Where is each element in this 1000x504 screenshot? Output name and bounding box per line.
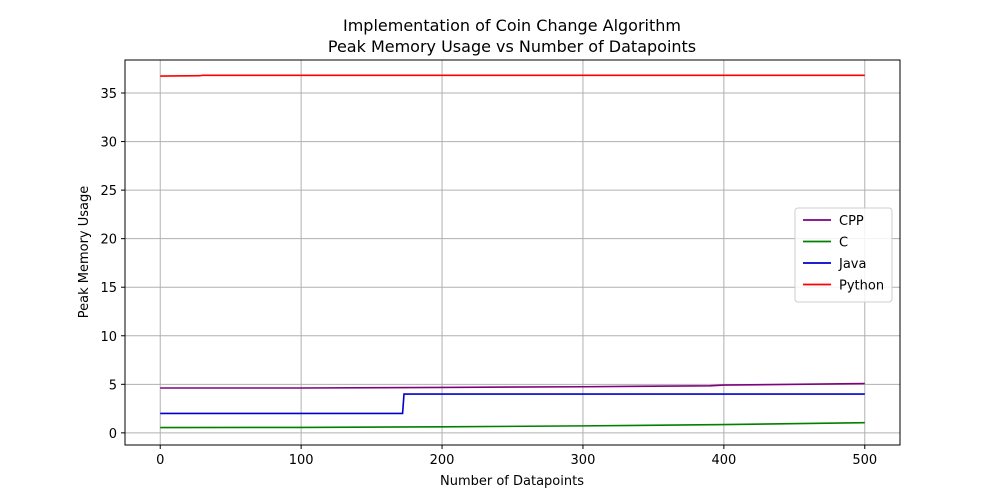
y-tick-label: 15: [100, 281, 117, 296]
series-line-c: [160, 421, 865, 429]
legend-box: [794, 207, 893, 303]
y-tick-label: 5: [109, 378, 117, 393]
legend-label-java: Java: [838, 257, 866, 272]
x-tick-label: 500: [852, 453, 877, 468]
legend: CPP C Java Python: [794, 207, 893, 303]
series-line-java: [160, 393, 865, 415]
x-tick-label: 400: [711, 453, 736, 468]
x-axis-label: Number of Datapoints: [440, 474, 584, 489]
chart-subtitle: Peak Memory Usage vs Number of Datapoint…: [328, 37, 696, 56]
y-tick-label: 20: [100, 233, 117, 248]
x-tick-label: 300: [571, 453, 596, 468]
legend-label-c: C: [839, 236, 848, 251]
x-tick-label: 100: [289, 453, 314, 468]
y-tick-label: 30: [100, 136, 117, 151]
grid: [125, 60, 900, 445]
chart-title: Implementation of Coin Change Algorithm: [343, 16, 681, 35]
axis-ticks: 0 100 200 300 400 500 0 5 10 15 20 25 30 35: [100, 87, 877, 468]
y-tick-label: 25: [100, 184, 117, 199]
series-lines: [160, 74, 865, 429]
y-tick-label: 35: [100, 87, 117, 102]
legend-label-python: Python: [839, 279, 884, 294]
x-tick-label: 0: [156, 453, 164, 468]
y-axis-label: Peak Memory Usage: [77, 186, 92, 319]
y-tick-label: 10: [100, 330, 117, 345]
y-tick-label: 0: [109, 427, 117, 442]
plot-frame: [124, 59, 901, 446]
legend-label-cpp: CPP: [839, 214, 864, 229]
x-tick-label: 200: [430, 453, 455, 468]
series-line-cpp: [160, 382, 865, 389]
series-line-python: [160, 74, 865, 77]
